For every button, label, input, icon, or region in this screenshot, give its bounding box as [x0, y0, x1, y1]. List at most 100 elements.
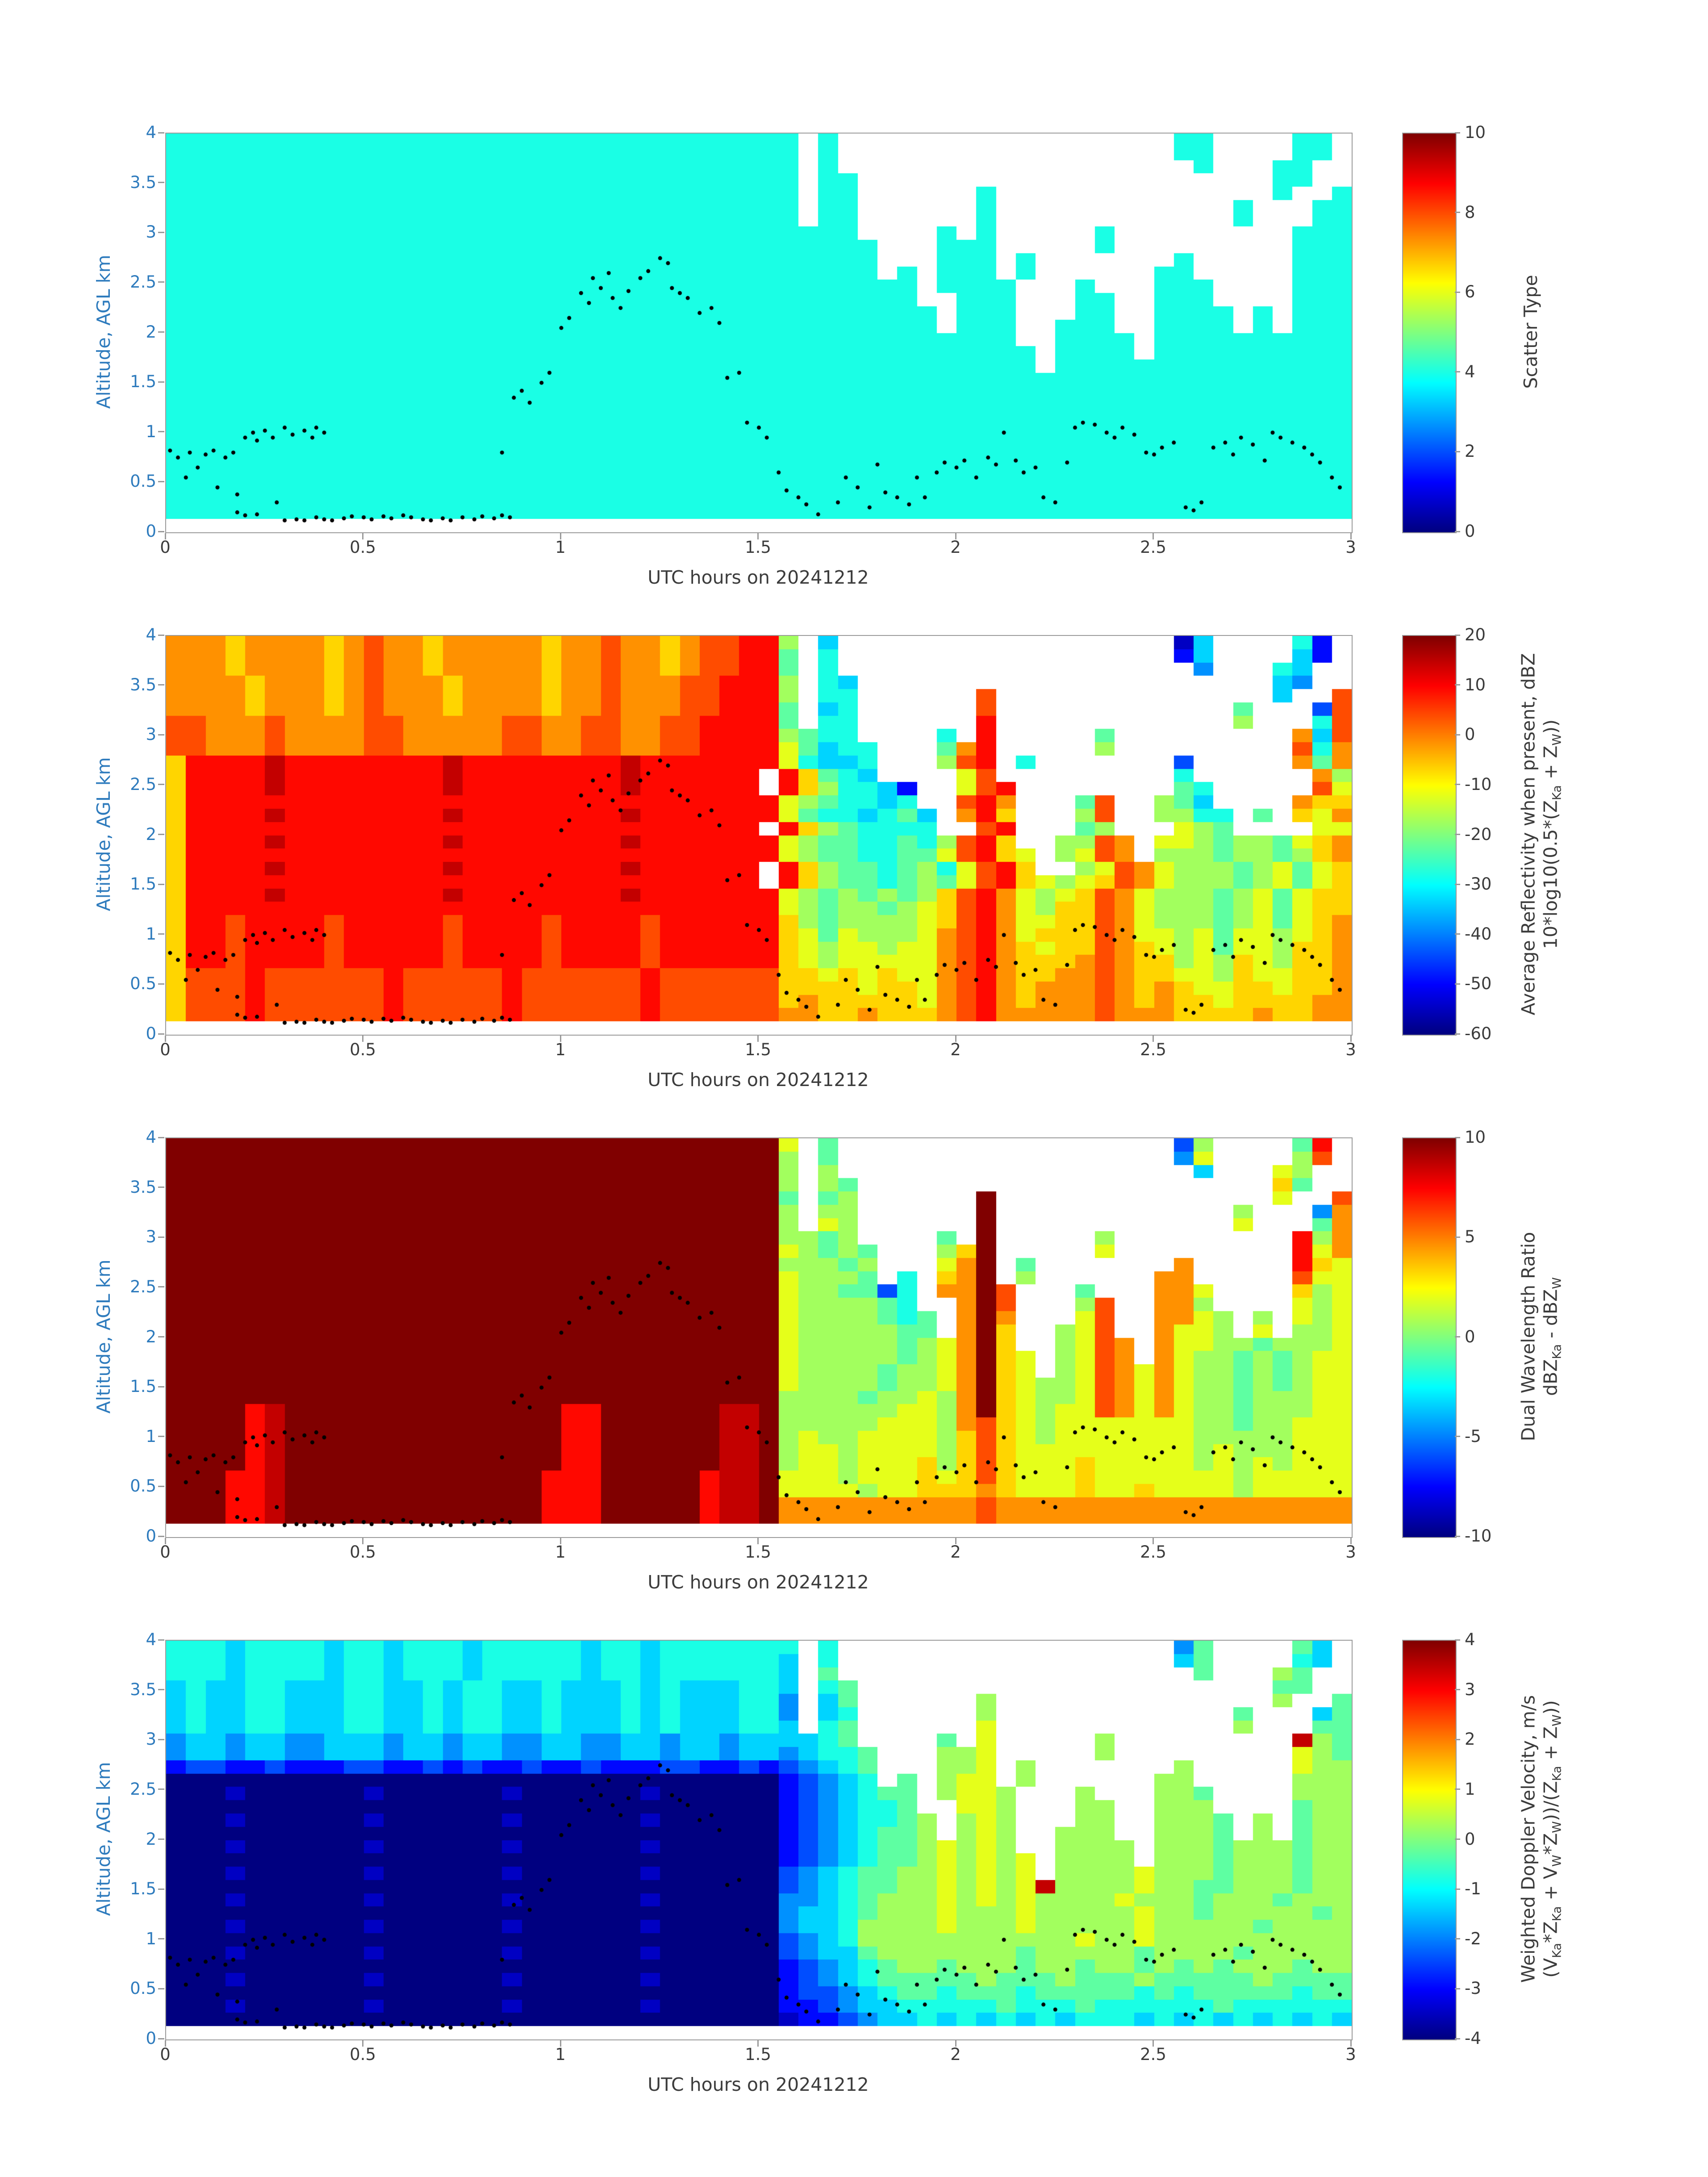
y-tick-label: 0.5: [130, 974, 156, 994]
colorbar-tick-mark: [1455, 684, 1460, 686]
x-tick-label: 2.5: [1140, 1542, 1166, 1562]
x-tick-mark: [362, 533, 363, 539]
colorbar-tick-mark: [1455, 1689, 1460, 1691]
y-tick-label: 0.5: [130, 1476, 156, 1496]
x-tick-mark: [164, 533, 166, 539]
y-tick-label: 2.5: [130, 774, 156, 794]
x-tick-label: 0.5: [350, 538, 376, 557]
y-tick-label: 3.5: [130, 172, 156, 192]
y-tick-mark: [158, 531, 164, 532]
y-tick-label: 1.5: [130, 1879, 156, 1899]
x-tick-mark: [757, 533, 759, 539]
colorbar: [1402, 635, 1457, 1036]
colorbar-tick-mark: [1455, 531, 1460, 532]
x-tick-label: 0: [160, 538, 171, 557]
x-tick-label: 1: [555, 2045, 566, 2064]
y-tick-mark: [158, 1738, 164, 1740]
colorbar-gradient-canvas: [1403, 134, 1456, 532]
y-tick-mark: [158, 1236, 164, 1238]
colorbar-tick-label: 2: [1465, 442, 1475, 461]
y-tick-label: 4: [146, 1630, 156, 1649]
colorbar-gradient-canvas: [1403, 1641, 1456, 2039]
x-tick-label: 1: [555, 1542, 566, 1562]
x-tick-label: 2: [950, 1040, 961, 1059]
y-tick-mark: [158, 1286, 164, 1288]
colorbar-tick-label: 6: [1465, 282, 1475, 302]
y-tick-label: 1.5: [130, 372, 156, 392]
colorbar-tick-label: -2: [1465, 1929, 1481, 1948]
y-tick-label: 2: [146, 824, 156, 844]
x-tick-label: 1.5: [745, 2045, 771, 2064]
y-tick-label: 2.5: [130, 272, 156, 292]
colorbar-tick-label: 0: [1465, 522, 1475, 541]
panel-dual-wavelength-ratio: Altitude, AGL km UTC hours on 20241212 D…: [0, 1128, 1708, 1633]
x-tick-label: 3: [1345, 1542, 1356, 1562]
y-tick-mark: [158, 1137, 164, 1138]
y-tick-mark: [158, 1033, 164, 1035]
y-tick-label: 1.5: [130, 874, 156, 894]
y-tick-mark: [158, 1485, 164, 1487]
colorbar-tick-label: 3: [1465, 1680, 1475, 1699]
x-tick-mark: [955, 2040, 956, 2047]
x-tick-mark: [757, 1538, 759, 1544]
colorbar-tick-label: -10: [1465, 1526, 1492, 1546]
x-tick-label: 0.5: [350, 2045, 376, 2064]
colorbar-tick-mark: [1455, 1839, 1460, 1840]
colorbar-tick-mark: [1455, 1988, 1460, 1989]
y-tick-mark: [158, 1788, 164, 1790]
y-tick-label: 1: [146, 1929, 156, 1948]
plot-area-weighted-doppler-velocity: [165, 1640, 1353, 2040]
colorbar-tick-mark: [1455, 834, 1460, 835]
y-tick-label: 2: [146, 1327, 156, 1346]
colorbar-tick-label: -60: [1465, 1024, 1492, 1043]
heatmap-canvas: [166, 1641, 1352, 2039]
colorbar-tick-mark: [1455, 2038, 1460, 2039]
colorbar-tick-mark: [1455, 1033, 1460, 1035]
y-tick-mark: [158, 933, 164, 935]
colorbar-tick-label: -1: [1465, 1879, 1481, 1899]
y-tick-label: 3.5: [130, 675, 156, 694]
y-tick-mark: [158, 1988, 164, 1989]
x-tick-mark: [955, 1036, 956, 1042]
y-tick-label: 0: [146, 522, 156, 541]
x-axis-label: UTC hours on 20241212: [647, 1571, 869, 1593]
colorbar: [1402, 1137, 1457, 1538]
plot-area-scatter-type: [165, 133, 1353, 533]
colorbar-tick-mark: [1455, 734, 1460, 735]
y-tick-label: 2.5: [130, 1277, 156, 1296]
y-tick-mark: [158, 182, 164, 184]
colorbar-tick-mark: [1455, 371, 1460, 373]
y-tick-label: 1: [146, 1426, 156, 1446]
y-tick-label: 4: [146, 123, 156, 142]
y-tick-mark: [158, 1639, 164, 1641]
colorbar-tick-label: -10: [1465, 774, 1492, 794]
y-tick-mark: [158, 1839, 164, 1840]
x-tick-label: 1: [555, 538, 566, 557]
y-tick-label: 1: [146, 924, 156, 944]
colorbar: [1402, 133, 1457, 533]
x-tick-mark: [757, 2040, 759, 2047]
colorbar-tick-label: -3: [1465, 1979, 1481, 1998]
x-tick-mark: [1350, 533, 1352, 539]
y-tick-mark: [158, 684, 164, 686]
y-tick-label: 4: [146, 1128, 156, 1147]
y-tick-label: 4: [146, 625, 156, 644]
x-tick-label: 0.5: [350, 1040, 376, 1059]
y-tick-mark: [158, 883, 164, 885]
y-tick-mark: [158, 231, 164, 233]
panel-weighted-doppler-velocity: Altitude, AGL km UTC hours on 20241212 W…: [0, 1630, 1708, 2135]
y-tick-mark: [158, 431, 164, 433]
x-tick-label: 0: [160, 1542, 171, 1562]
colorbar-tick-label: -20: [1465, 824, 1492, 844]
colorbar-label-line-2: (VKa*ZKa + VW*ZW))/(ZKa + ZW)): [1540, 1700, 1564, 1978]
x-tick-mark: [560, 1036, 561, 1042]
x-tick-label: 1.5: [745, 538, 771, 557]
plot-area-dual-wavelength-ratio: [165, 1137, 1353, 1538]
colorbar-tick-label: 20: [1465, 625, 1486, 644]
y-tick-mark: [158, 634, 164, 636]
x-axis-label: UTC hours on 20241212: [647, 1069, 869, 1091]
x-tick-label: 0: [160, 2045, 171, 2064]
x-tick-label: 0.5: [350, 1542, 376, 1562]
y-tick-mark: [158, 331, 164, 333]
colorbar-label-line-2: dBZKa - dBZW: [1540, 1277, 1564, 1396]
